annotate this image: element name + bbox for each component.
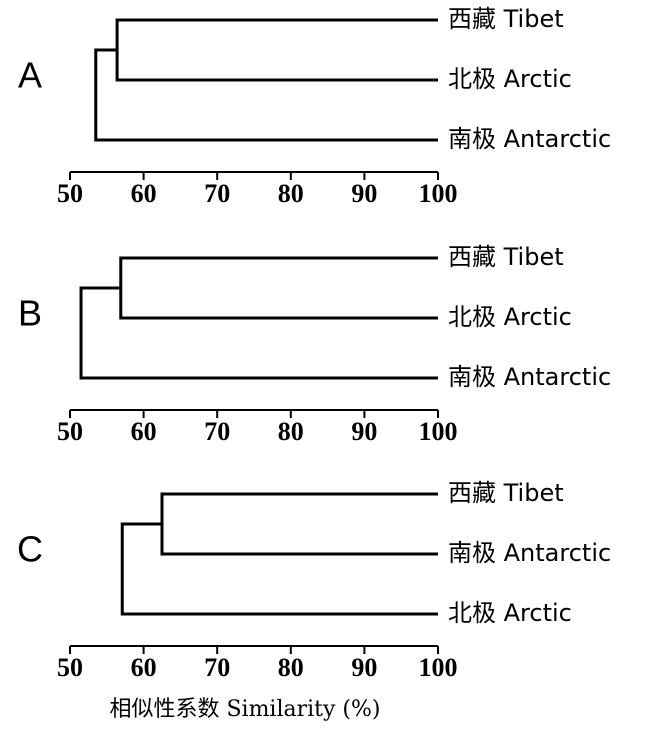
- x-tick-label: 60: [131, 179, 157, 208]
- merge-link: [79, 286, 438, 380]
- x-tick-label: 70: [204, 417, 230, 446]
- x-tick-label: 60: [131, 653, 157, 682]
- x-tick-label: 100: [419, 179, 458, 208]
- merge-link: [120, 522, 438, 616]
- panel-label: A: [18, 55, 42, 96]
- x-tick-label: 90: [351, 653, 377, 682]
- x-tick-label: 100: [419, 653, 458, 682]
- leaf-label: 西藏 Tibet: [448, 243, 564, 271]
- leaf-label: 北极 Arctic: [448, 303, 572, 331]
- merge-link: [119, 256, 438, 320]
- x-tick-label: 80: [278, 653, 304, 682]
- x-axis-title: 相似性系数 Similarity (%): [109, 697, 380, 722]
- x-tick-label: 90: [351, 417, 377, 446]
- x-tick-label: 50: [57, 653, 83, 682]
- x-tick-label: 100: [419, 417, 458, 446]
- leaf-label: 北极 Arctic: [448, 65, 572, 93]
- x-tick-label: 60: [131, 417, 157, 446]
- merge-link: [94, 48, 438, 142]
- x-tick-label: 80: [278, 417, 304, 446]
- x-tick-label: 80: [278, 179, 304, 208]
- leaf-label: 北极 Arctic: [448, 599, 572, 627]
- x-tick-label: 70: [204, 179, 230, 208]
- leaf-label: 南极 Antarctic: [448, 125, 611, 153]
- leaf-label: 南极 Antarctic: [448, 539, 611, 567]
- merge-link: [115, 18, 438, 82]
- panel-label: B: [18, 293, 42, 334]
- panel-label: C: [17, 529, 43, 570]
- leaf-label: 西藏 Tibet: [448, 479, 564, 507]
- x-tick-label: 90: [351, 179, 377, 208]
- x-tick-label: 50: [57, 417, 83, 446]
- x-tick-label: 70: [204, 653, 230, 682]
- x-tick-label: 50: [57, 179, 83, 208]
- leaf-label: 西藏 Tibet: [448, 5, 564, 33]
- leaf-label: 南极 Antarctic: [448, 363, 611, 391]
- merge-link: [160, 492, 438, 556]
